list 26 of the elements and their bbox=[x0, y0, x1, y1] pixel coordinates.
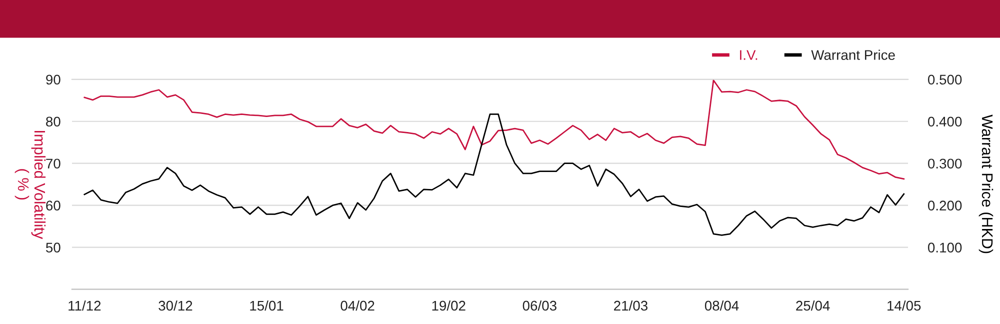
y-tick-label: 90 bbox=[46, 74, 60, 85]
y2-tick-label: 0.200 bbox=[928, 200, 962, 211]
y-tick-label: 70 bbox=[46, 158, 60, 169]
x-tick-label: 15/01 bbox=[250, 300, 284, 311]
y-tick-label: 50 bbox=[46, 242, 60, 253]
x-tick-label: 04/02 bbox=[340, 300, 374, 311]
line-series bbox=[84, 114, 905, 236]
y2-tick-label: 0.500 bbox=[928, 74, 962, 85]
x-tick-label: 30/12 bbox=[158, 300, 192, 311]
x-tick-label: 14/05 bbox=[888, 300, 921, 311]
y2-axis-title: Warrant Price (HKD) bbox=[978, 114, 994, 254]
x-tick-label: 11/12 bbox=[68, 300, 101, 311]
x-tick-label: 08/04 bbox=[704, 300, 739, 311]
x-tick-label: 21/03 bbox=[614, 300, 648, 311]
y2-tick-label: 0.300 bbox=[928, 158, 962, 169]
line-series bbox=[84, 80, 905, 180]
y-tick-label: 80 bbox=[46, 116, 60, 127]
legend-label: Warrant Price bbox=[811, 50, 895, 60]
y-axis-title: Implied Volatility ( % ) bbox=[14, 130, 46, 240]
legend-label: I.V. bbox=[740, 50, 758, 60]
y-tick-label: 60 bbox=[46, 200, 60, 211]
x-tick-label: 19/02 bbox=[432, 300, 466, 311]
y2-tick-label: 0.400 bbox=[928, 116, 962, 127]
y2-tick-label: 0.100 bbox=[928, 242, 962, 253]
x-tick-label: 06/03 bbox=[522, 300, 556, 311]
x-tick-label: 25/04 bbox=[796, 300, 830, 311]
